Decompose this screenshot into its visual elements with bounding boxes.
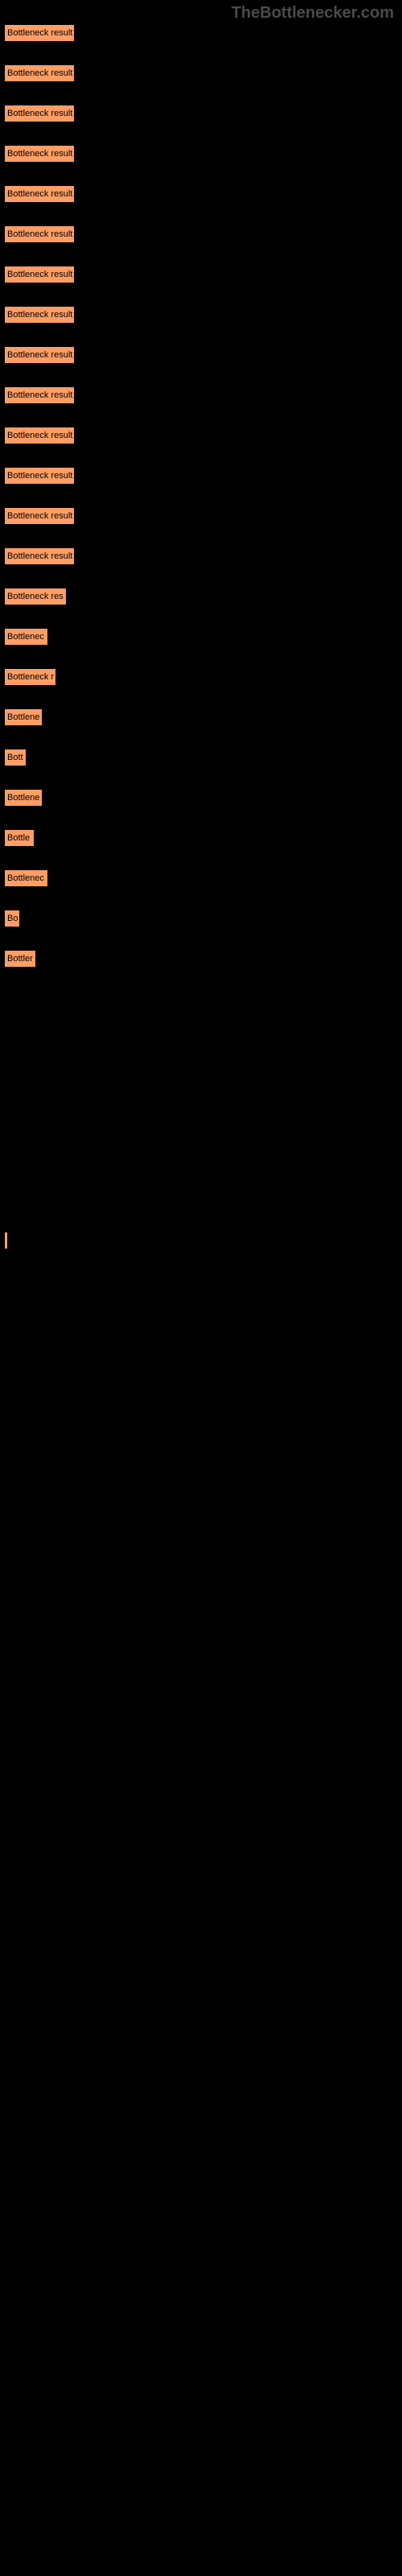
bar-item: Bottleneck result bbox=[4, 266, 75, 283]
bar-item: Bottleneck result bbox=[4, 105, 75, 122]
bar-row bbox=[4, 1554, 402, 1571]
bar-row: Bottleneck result bbox=[4, 225, 402, 243]
bar-row: Bottleneck result bbox=[4, 185, 402, 203]
watermark-text: TheBottlenecker.com bbox=[232, 4, 394, 23]
bar-row: Bottleneck result bbox=[4, 467, 402, 485]
bar-row bbox=[4, 2077, 402, 2095]
bar-row: Bo bbox=[4, 910, 402, 927]
bar-item: Bottleneck result bbox=[4, 64, 75, 82]
bar-row bbox=[4, 1151, 402, 1169]
bar-row: Bottleneck result bbox=[4, 266, 402, 283]
bar-row: Bottleneck result bbox=[4, 145, 402, 163]
bar-row bbox=[4, 1876, 402, 1893]
bar-chart: Bottleneck result Bottleneck result Bottle… bbox=[0, 0, 402, 2537]
bar-row bbox=[4, 1352, 402, 1370]
bar-row: Bottlene bbox=[4, 708, 402, 726]
bar-row: Bottleneck result bbox=[4, 105, 402, 122]
bar-row bbox=[4, 990, 402, 1008]
bar-row: Bottleneck result bbox=[4, 64, 402, 82]
bar-row bbox=[4, 2318, 402, 2336]
bar-row bbox=[4, 1071, 402, 1088]
bar-row: Bottleneck result bbox=[4, 547, 402, 565]
bar-row: Bottleneck result bbox=[4, 346, 402, 364]
bar-row bbox=[4, 1232, 402, 1249]
bar-item: Bottle bbox=[4, 829, 35, 847]
bar-row bbox=[4, 1996, 402, 2014]
bar-item: Bottleneck result bbox=[4, 185, 75, 203]
bar-row bbox=[4, 2479, 402, 2497]
bar-row bbox=[4, 2520, 402, 2537]
bar-row bbox=[4, 2117, 402, 2135]
bar-row bbox=[4, 1795, 402, 1813]
bar-row bbox=[4, 1111, 402, 1129]
bar-row bbox=[4, 1594, 402, 1612]
bar-row: Bottlenec bbox=[4, 869, 402, 887]
bar-row: Bottleneck r bbox=[4, 668, 402, 686]
bar-row bbox=[4, 2278, 402, 2296]
bar-item: Bottleneck result bbox=[4, 427, 75, 444]
bar-row: Bottlenec bbox=[4, 628, 402, 646]
bar-row bbox=[4, 1272, 402, 1290]
bar-item: Bo bbox=[4, 910, 20, 927]
bar-row: Bottlene bbox=[4, 789, 402, 807]
bar-row: Bottleneck result bbox=[4, 507, 402, 525]
bar-item: Bottleneck result bbox=[4, 507, 75, 525]
bar-row bbox=[4, 2238, 402, 2256]
bar-row bbox=[4, 1916, 402, 1934]
bar-row bbox=[4, 1312, 402, 1330]
bar-row bbox=[4, 1513, 402, 1531]
bar-row bbox=[4, 1191, 402, 1209]
bar-row: Bottler bbox=[4, 950, 402, 968]
bar-item: Bottlene bbox=[4, 708, 43, 726]
bar-row bbox=[4, 1634, 402, 1652]
bar-row bbox=[4, 2037, 402, 2054]
bar-item: Bottleneck result bbox=[4, 306, 75, 324]
bar-row: Bottleneck result bbox=[4, 24, 402, 42]
bar-item: Bottleneck result bbox=[4, 346, 75, 364]
bar-row bbox=[4, 2399, 402, 2417]
bar-row bbox=[4, 2359, 402, 2376]
bar-item: Bottleneck result bbox=[4, 225, 75, 243]
bar-row bbox=[4, 1715, 402, 1732]
bar-item: Bottlene bbox=[4, 789, 43, 807]
bar-item: Bott bbox=[4, 749, 27, 766]
bar-item: Bottleneck r bbox=[4, 668, 56, 686]
bar-item: Bottleneck res bbox=[4, 588, 67, 605]
bar-item: Bottleneck result bbox=[4, 386, 75, 404]
bar-row bbox=[4, 1755, 402, 1773]
bar-row: Bottleneck result bbox=[4, 427, 402, 444]
bar-item: Bottlenec bbox=[4, 869, 48, 887]
bar-row: Bottleneck result bbox=[4, 306, 402, 324]
bar-row: Bott bbox=[4, 749, 402, 766]
bar-item: Bottleneck result bbox=[4, 467, 75, 485]
bar-row bbox=[4, 2439, 402, 2457]
bar-item: Bottleneck result bbox=[4, 24, 75, 42]
bar-row bbox=[4, 1835, 402, 1853]
bar-row bbox=[4, 2198, 402, 2215]
bar-row bbox=[4, 1433, 402, 1451]
bar-row bbox=[4, 1674, 402, 1692]
bar-row bbox=[4, 1956, 402, 1974]
bar-row bbox=[4, 1030, 402, 1048]
bar-row bbox=[4, 2157, 402, 2175]
bar-item: Bottleneck result bbox=[4, 145, 75, 163]
bar-row: Bottle bbox=[4, 829, 402, 847]
bar-item: Bottleneck result bbox=[4, 547, 75, 565]
bar-row bbox=[4, 1473, 402, 1491]
bar-item bbox=[4, 1232, 8, 1249]
bar-row bbox=[4, 1393, 402, 1410]
bar-item: Bottlenec bbox=[4, 628, 48, 646]
bar-row: Bottleneck result bbox=[4, 386, 402, 404]
bar-row: Bottleneck res bbox=[4, 588, 402, 605]
bar-item: Bottler bbox=[4, 950, 36, 968]
